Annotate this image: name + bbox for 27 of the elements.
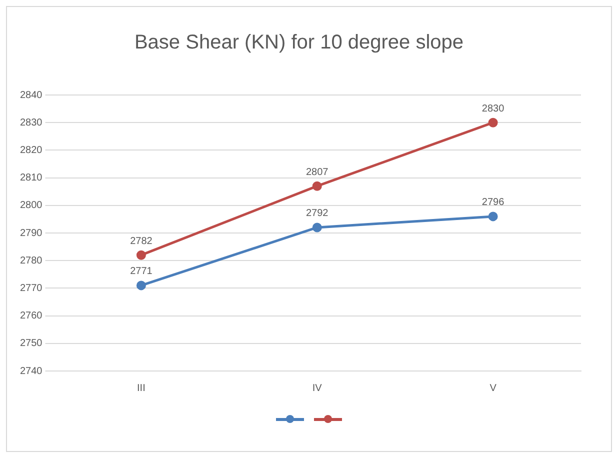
y-tick-label: 2800 bbox=[20, 200, 43, 212]
data-label: 2792 bbox=[306, 208, 329, 220]
data-label: 2796 bbox=[482, 197, 505, 208]
y-tick-label: 2830 bbox=[20, 117, 43, 128]
data-label: 2830 bbox=[482, 103, 505, 114]
y-tick-label: 2740 bbox=[20, 366, 43, 377]
data-label: 2771 bbox=[130, 266, 153, 278]
x-tick-label: III bbox=[137, 382, 146, 394]
data-label: 2782 bbox=[130, 236, 153, 247]
point bbox=[488, 212, 498, 222]
y-tick-label: 2750 bbox=[20, 338, 43, 350]
y-tick-label: 2770 bbox=[20, 282, 43, 294]
y-tick-label: 2810 bbox=[20, 172, 43, 184]
y-tick-label: 2760 bbox=[20, 310, 43, 322]
y-tick-label: 2780 bbox=[20, 255, 43, 266]
chart-title: Base Shear (KN) for 10 degree slope bbox=[134, 32, 464, 54]
x-tick-label: IV bbox=[312, 382, 322, 394]
x-tick-label: V bbox=[490, 382, 497, 394]
point bbox=[312, 222, 322, 232]
point bbox=[312, 181, 322, 191]
point bbox=[488, 118, 498, 128]
data-label: 2807 bbox=[306, 166, 329, 178]
point bbox=[136, 280, 146, 290]
y-tick-label: 2820 bbox=[20, 144, 43, 156]
y-tick-label: 2840 bbox=[20, 90, 43, 101]
y-tick-label: 2790 bbox=[20, 228, 43, 239]
point bbox=[136, 250, 146, 260]
